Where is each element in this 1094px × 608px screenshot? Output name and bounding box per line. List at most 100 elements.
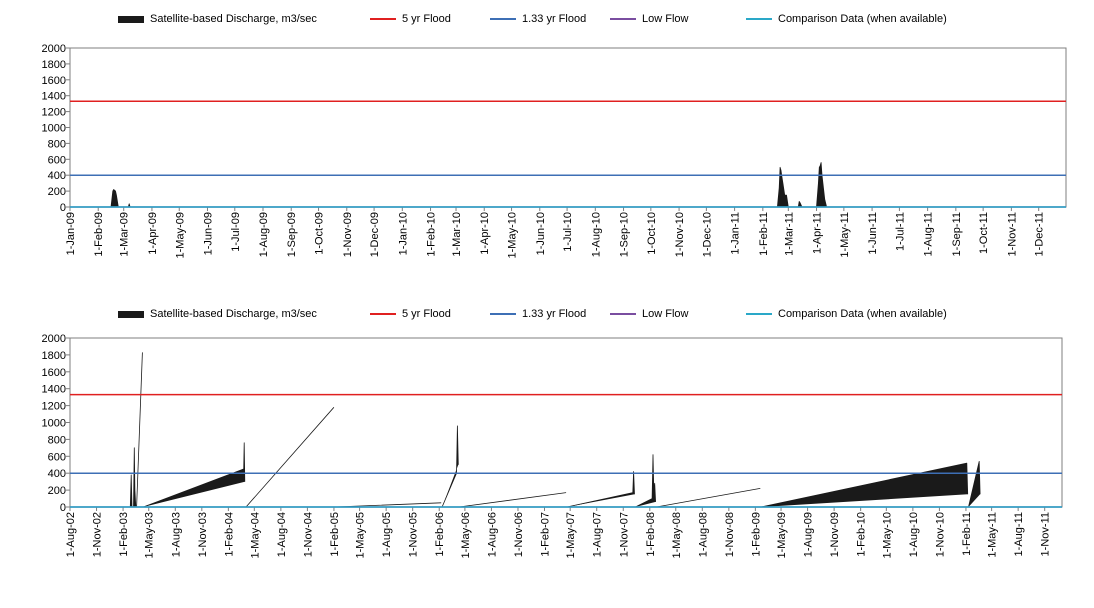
legend-label-flood133: 1.33 yr Flood	[522, 13, 587, 25]
x-tick-label: 1-Nov-05	[408, 512, 420, 557]
legend-swatch-flood133	[490, 313, 516, 315]
x-tick-label: 1-Feb-04	[223, 512, 235, 557]
legend-swatch-flood133	[490, 18, 516, 20]
chart-2-legend: Satellite-based Discharge, m3/sec 5 yr Fl…	[0, 305, 1094, 325]
y-tick-label: 1400	[42, 384, 66, 396]
y-tick-label: 1000	[42, 418, 66, 430]
x-tick-label: 1-Mar-11	[783, 212, 795, 256]
y-tick-label: 0	[60, 502, 66, 514]
x-tick-label: 1-May-05	[355, 512, 367, 558]
legend-swatch-flood5	[370, 313, 396, 315]
y-tick-label: 400	[48, 170, 66, 182]
legend-label-lowflow: Low Flow	[642, 308, 689, 320]
x-tick-label: 1-Sep-09	[286, 212, 298, 257]
x-tick-label: 1-May-10	[507, 212, 519, 258]
x-tick-label: 1-Jun-09	[202, 212, 214, 255]
x-tick-label: 1-Mar-09	[119, 212, 131, 257]
legend-item-discharge: Satellite-based Discharge, m3/sec	[118, 10, 317, 28]
x-tick-label: 1-Jul-10	[562, 212, 574, 252]
x-tick-label: 1-May-10	[881, 512, 893, 558]
discharge-area-series	[110, 162, 827, 208]
legend-swatch-comparison	[746, 18, 772, 20]
x-tick-label: 1-Jul-09	[230, 212, 242, 252]
x-tick-label: 1-Nov-11	[1006, 212, 1018, 256]
x-tick-label: 1-Nov-11	[1040, 512, 1052, 556]
legend-item-flood5: 5 yr Flood	[370, 305, 451, 323]
legend-item-comparison: Comparison Data (when available)	[746, 10, 947, 28]
chart-1-legend: Satellite-based Discharge, m3/sec 5 yr Fl…	[0, 10, 1094, 30]
legend-swatch-discharge	[118, 310, 144, 318]
x-tick-label: 1-Oct-11	[978, 212, 990, 254]
x-tick-label: 1-May-03	[144, 512, 156, 558]
x-tick-label: 1-Jun-11	[867, 212, 879, 255]
y-tick-label: 1200	[42, 401, 66, 413]
discharge-area-series	[129, 352, 981, 508]
x-tick-label: 1-Nov-02	[92, 512, 104, 557]
x-tick-label: 1-Aug-09	[258, 212, 270, 257]
x-tick-label: 1-Aug-08	[697, 512, 709, 557]
x-tick-label: 1-Nov-07	[618, 512, 630, 557]
x-tick-label: 1-Dec-11	[1034, 212, 1046, 256]
x-tick-label: 1-Nov-08	[724, 512, 736, 557]
x-tick-label: 1-Nov-03	[197, 512, 209, 557]
x-tick-label: 1-Feb-07	[540, 512, 552, 557]
x-tick-label: 1-Sep-11	[951, 212, 963, 256]
x-tick-label: 1-May-09	[776, 512, 788, 558]
x-tick-label: 1-Aug-11	[1013, 512, 1025, 556]
legend-label-flood5: 5 yr Flood	[402, 13, 451, 25]
x-tick-label: 1-Aug-09	[803, 512, 815, 557]
chart-2-discharge-2002-2011: 20001800160014001200100080060040020001-A…	[42, 333, 1063, 558]
legend-item-flood133: 1.33 yr Flood	[490, 10, 586, 28]
x-tick-label: 1-Jul-11	[894, 212, 906, 251]
x-tick-label: 1-Nov-04	[302, 512, 314, 557]
x-tick-label: 1-Aug-05	[381, 512, 393, 557]
legend-item-lowflow: Low Flow	[610, 305, 688, 323]
y-tick-label: 1800	[42, 350, 66, 362]
x-tick-label: 1-Oct-10	[646, 212, 658, 255]
x-tick-label: 1-Nov-09	[829, 512, 841, 557]
legend-label-comparison: Comparison Data (when available)	[778, 308, 947, 320]
y-tick-label: 200	[48, 186, 66, 198]
x-tick-label: 1-Feb-11	[961, 512, 973, 556]
y-tick-label: 1000	[42, 123, 66, 135]
x-tick-label: 1-Feb-10	[856, 512, 868, 557]
x-tick-label: 1-Mar-10	[451, 212, 463, 257]
x-tick-label: 1-May-08	[671, 512, 683, 558]
legend-item-lowflow: Low Flow	[610, 10, 688, 28]
legend-swatch-lowflow	[610, 18, 636, 20]
x-tick-label: 1-Aug-06	[486, 512, 498, 557]
x-tick-label: 1-Feb-05	[329, 512, 341, 557]
y-tick-label: 400	[48, 468, 66, 480]
x-tick-label: 1-Aug-10	[590, 212, 602, 257]
y-tick-label: 600	[48, 154, 66, 166]
legend-label-discharge: Satellite-based Discharge, m3/sec	[150, 13, 317, 25]
legend-swatch-comparison	[746, 313, 772, 315]
y-tick-label: 2000	[42, 333, 66, 345]
x-tick-label: 1-Dec-10	[701, 212, 713, 257]
x-tick-label: 1-Dec-09	[369, 212, 381, 257]
x-tick-label: 1-Feb-08	[645, 512, 657, 557]
y-tick-label: 1600	[42, 367, 66, 379]
x-tick-label: 1-Aug-10	[908, 512, 920, 557]
legend-item-comparison: Comparison Data (when available)	[746, 305, 947, 323]
x-tick-label: 1-Nov-10	[674, 212, 686, 257]
legend-label-lowflow: Low Flow	[642, 13, 689, 25]
legend-label-comparison: Comparison Data (when available)	[778, 13, 947, 25]
y-tick-label: 1600	[42, 75, 66, 87]
legend-item-discharge: Satellite-based Discharge, m3/sec	[118, 305, 317, 323]
x-tick-label: 1-Jun-10	[535, 212, 547, 255]
plot-area-frame	[69, 47, 1067, 208]
x-tick-label: 1-Nov-10	[934, 512, 946, 557]
x-tick-label: 1-Apr-09	[147, 212, 159, 255]
x-tick-label: 1-May-07	[565, 512, 577, 558]
x-tick-label: 1-Nov-09	[342, 212, 354, 257]
x-tick-label: 1-Aug-07	[592, 512, 604, 557]
y-tick-label: 1200	[42, 107, 66, 119]
y-tick-label: 1400	[42, 91, 66, 103]
x-tick-label: 1-Feb-03	[118, 512, 130, 557]
y-tick-label: 600	[48, 451, 66, 463]
x-tick-label: 1-Aug-11	[923, 212, 935, 256]
x-tick-label: 1-May-06	[460, 512, 472, 558]
x-tick-label: 1-May-11	[987, 512, 999, 558]
x-tick-label: 1-Apr-11	[812, 212, 824, 254]
